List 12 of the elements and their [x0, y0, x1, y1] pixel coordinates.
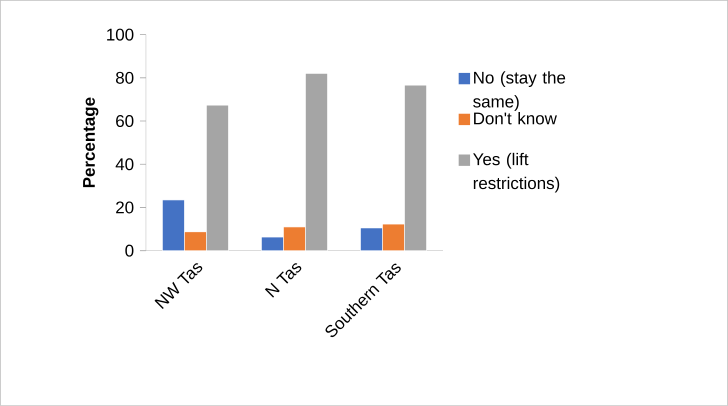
x-tick-label: N Tas — [264, 263, 302, 298]
y-tick-label: 20 — [116, 202, 134, 214]
y-tick-label: 100 — [107, 28, 134, 41]
y-tick-label: 60 — [116, 115, 134, 128]
legend-label: Yes (lift restrictions) — [473, 152, 560, 193]
y-tick-label: 0 — [125, 244, 134, 257]
y-axis-title: Percentage — [83, 98, 98, 188]
legend-label: Don't know — [474, 112, 557, 124]
x-tick-label: NW Tas — [154, 263, 202, 310]
legend-label: No (stay the same) — [473, 71, 566, 111]
y-tick-label: 80 — [116, 72, 134, 84]
y-tick-label: 40 — [116, 158, 134, 170]
